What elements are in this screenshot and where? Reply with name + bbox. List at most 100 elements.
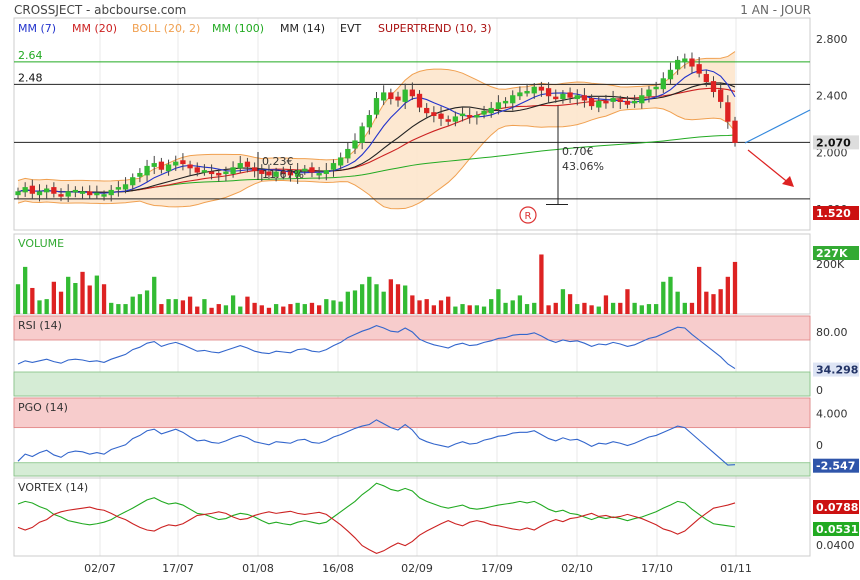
period-label[interactable]: 1 AN - JOUR bbox=[740, 3, 811, 17]
volume-bar bbox=[144, 290, 150, 314]
level-label-264: 2.64 bbox=[18, 49, 43, 62]
candle-body bbox=[309, 167, 315, 173]
volume-bar bbox=[668, 276, 673, 314]
trend-projection-up bbox=[744, 109, 811, 144]
candle-body bbox=[137, 172, 143, 177]
candle-body bbox=[201, 170, 208, 173]
candle-body bbox=[266, 171, 272, 176]
candle-body bbox=[223, 171, 229, 175]
candle-body bbox=[531, 86, 537, 94]
mm14-line bbox=[17, 82, 736, 193]
candle-body bbox=[667, 69, 674, 80]
volume-bar bbox=[618, 302, 623, 314]
candle-body bbox=[459, 113, 466, 117]
last-price-tag: 2.070 bbox=[816, 136, 851, 149]
pgo-y-tick-zero: 0 bbox=[816, 439, 823, 452]
volume-bar bbox=[37, 300, 42, 314]
candle-body bbox=[409, 89, 416, 97]
legend-item: SUPERTREND (10, 3) bbox=[378, 22, 492, 35]
candle-body bbox=[588, 98, 595, 107]
candle-body bbox=[144, 165, 150, 176]
candle-body bbox=[337, 157, 344, 166]
volume-bar bbox=[309, 302, 315, 314]
volume-bar bbox=[245, 296, 250, 314]
volume-bar bbox=[259, 305, 264, 314]
candle-body bbox=[553, 96, 559, 100]
volume-bar bbox=[130, 296, 135, 314]
candle-body bbox=[151, 163, 157, 167]
candle-body bbox=[158, 161, 165, 170]
rsi-y-tick-top: 80.00 bbox=[816, 326, 848, 339]
candle-body bbox=[646, 89, 652, 97]
volume-bar bbox=[166, 299, 171, 314]
volume-last-tag-bg bbox=[813, 246, 859, 260]
candle-body bbox=[674, 59, 681, 70]
rsi-y-tick-bot: 0 bbox=[816, 384, 823, 397]
volume-bar bbox=[718, 289, 723, 314]
volume-bar bbox=[80, 271, 85, 314]
level-label-248: 2.48 bbox=[18, 71, 43, 84]
volume-bar bbox=[44, 299, 49, 314]
volume-bar bbox=[388, 279, 393, 314]
candle-body bbox=[373, 98, 380, 115]
candle-body bbox=[273, 171, 279, 177]
legend-item: EVT bbox=[340, 22, 361, 35]
candle-body bbox=[660, 78, 666, 90]
volume-bar bbox=[223, 305, 229, 314]
candle-body bbox=[115, 187, 122, 190]
rsi-last-tag: 34.298 bbox=[816, 364, 858, 377]
candle-body bbox=[560, 93, 566, 100]
volume-bar bbox=[180, 300, 186, 314]
candle-body bbox=[416, 93, 423, 108]
volume-bar bbox=[610, 302, 616, 314]
volume-bar bbox=[324, 299, 329, 314]
volume-bar bbox=[367, 276, 372, 314]
vortex-last-tag-red: 0.0788 bbox=[816, 501, 858, 514]
volume-bar bbox=[496, 289, 501, 314]
volume-bar bbox=[704, 291, 709, 314]
rsi-line bbox=[17, 325, 736, 370]
price-y-tick: 2.000 bbox=[816, 146, 848, 159]
volume-bar bbox=[152, 276, 157, 314]
candle-body bbox=[366, 115, 372, 128]
candle-body bbox=[101, 194, 107, 197]
volume-bar bbox=[266, 307, 272, 314]
price-y-tick: 2.400 bbox=[816, 90, 848, 103]
low-price-tag-bg bbox=[813, 206, 859, 220]
volume-bar bbox=[360, 284, 365, 314]
volume-bar bbox=[101, 284, 107, 314]
candle-body bbox=[44, 188, 50, 193]
candle-body bbox=[710, 81, 717, 92]
rsi-overbought-zone bbox=[13, 315, 811, 341]
volume-bar bbox=[689, 302, 695, 314]
x-tick-label: 02/10 bbox=[561, 562, 593, 575]
candle-body bbox=[603, 100, 609, 104]
volume-bar bbox=[553, 302, 558, 314]
legend-item: MM (7) bbox=[18, 22, 56, 35]
x-tick-label: 01/08 bbox=[242, 562, 274, 575]
volume-bar bbox=[302, 304, 307, 314]
bollinger-lower-line bbox=[17, 107, 736, 210]
volume-bar bbox=[489, 299, 494, 314]
legend-item: MM (20) bbox=[72, 22, 117, 35]
candle-body bbox=[388, 92, 394, 100]
volume-bar bbox=[532, 302, 537, 314]
candle-body bbox=[208, 171, 215, 175]
volume-bar bbox=[66, 276, 71, 314]
volume-bar bbox=[51, 281, 57, 314]
legend-item: MM (14) bbox=[280, 22, 325, 35]
volume-bar bbox=[87, 285, 92, 314]
candle-body bbox=[725, 102, 731, 122]
candle-body bbox=[216, 172, 222, 176]
r-marker-circle[interactable] bbox=[519, 206, 537, 224]
candle-body bbox=[94, 192, 100, 196]
volume-bar bbox=[603, 295, 609, 314]
volume-bar bbox=[15, 284, 21, 314]
candle-body bbox=[545, 88, 552, 97]
candle-body bbox=[438, 113, 444, 119]
big-move-pct: 43.06% bbox=[562, 160, 604, 173]
candle-body bbox=[65, 191, 71, 197]
vortex-title: VORTEX (14) bbox=[18, 481, 88, 494]
volume-bar bbox=[438, 300, 444, 314]
